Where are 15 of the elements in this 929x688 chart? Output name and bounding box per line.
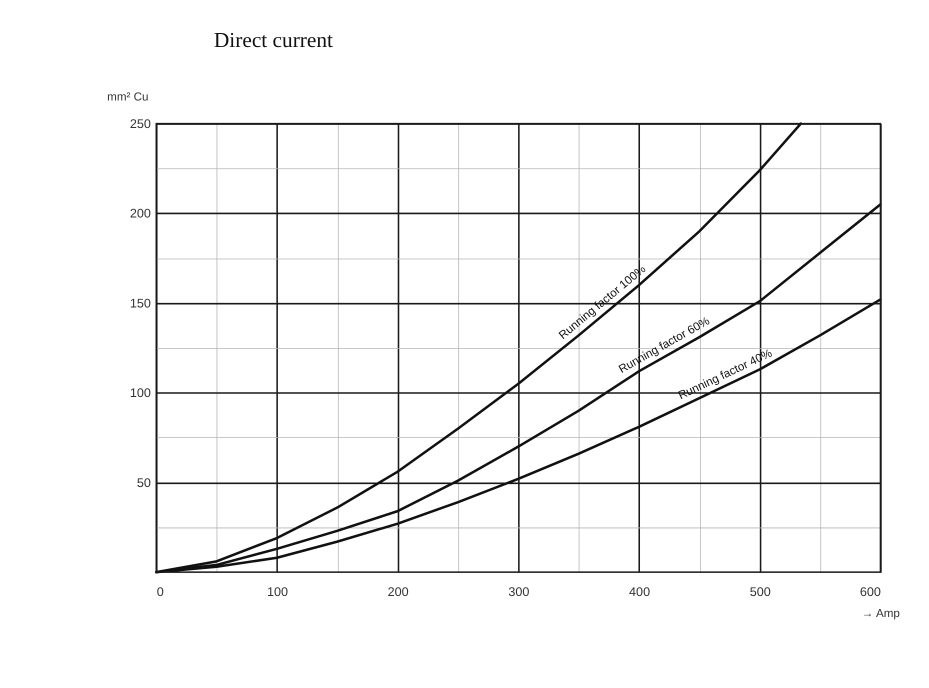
chart-title: Direct current [214,28,334,52]
x-tick-label: 0 [156,584,164,599]
x-tick-label: 300 [508,584,530,599]
y-tick-label: 150 [130,296,151,310]
y-tick-label: 250 [130,116,151,131]
x-tick-label: 100 [266,584,288,599]
x-tick-label: 600 [860,584,881,599]
x-tick-label: 500 [750,584,771,599]
y-tick-label: 50 [136,476,151,490]
y-tick-label: 200 [130,206,151,221]
y-tick-label: 100 [130,386,151,400]
y-axis-title: mm² Cu [107,90,149,104]
x-tick-label: 200 [388,584,409,599]
x-axis-title: → Amp [862,606,900,620]
x-tick-label: 400 [629,584,650,599]
